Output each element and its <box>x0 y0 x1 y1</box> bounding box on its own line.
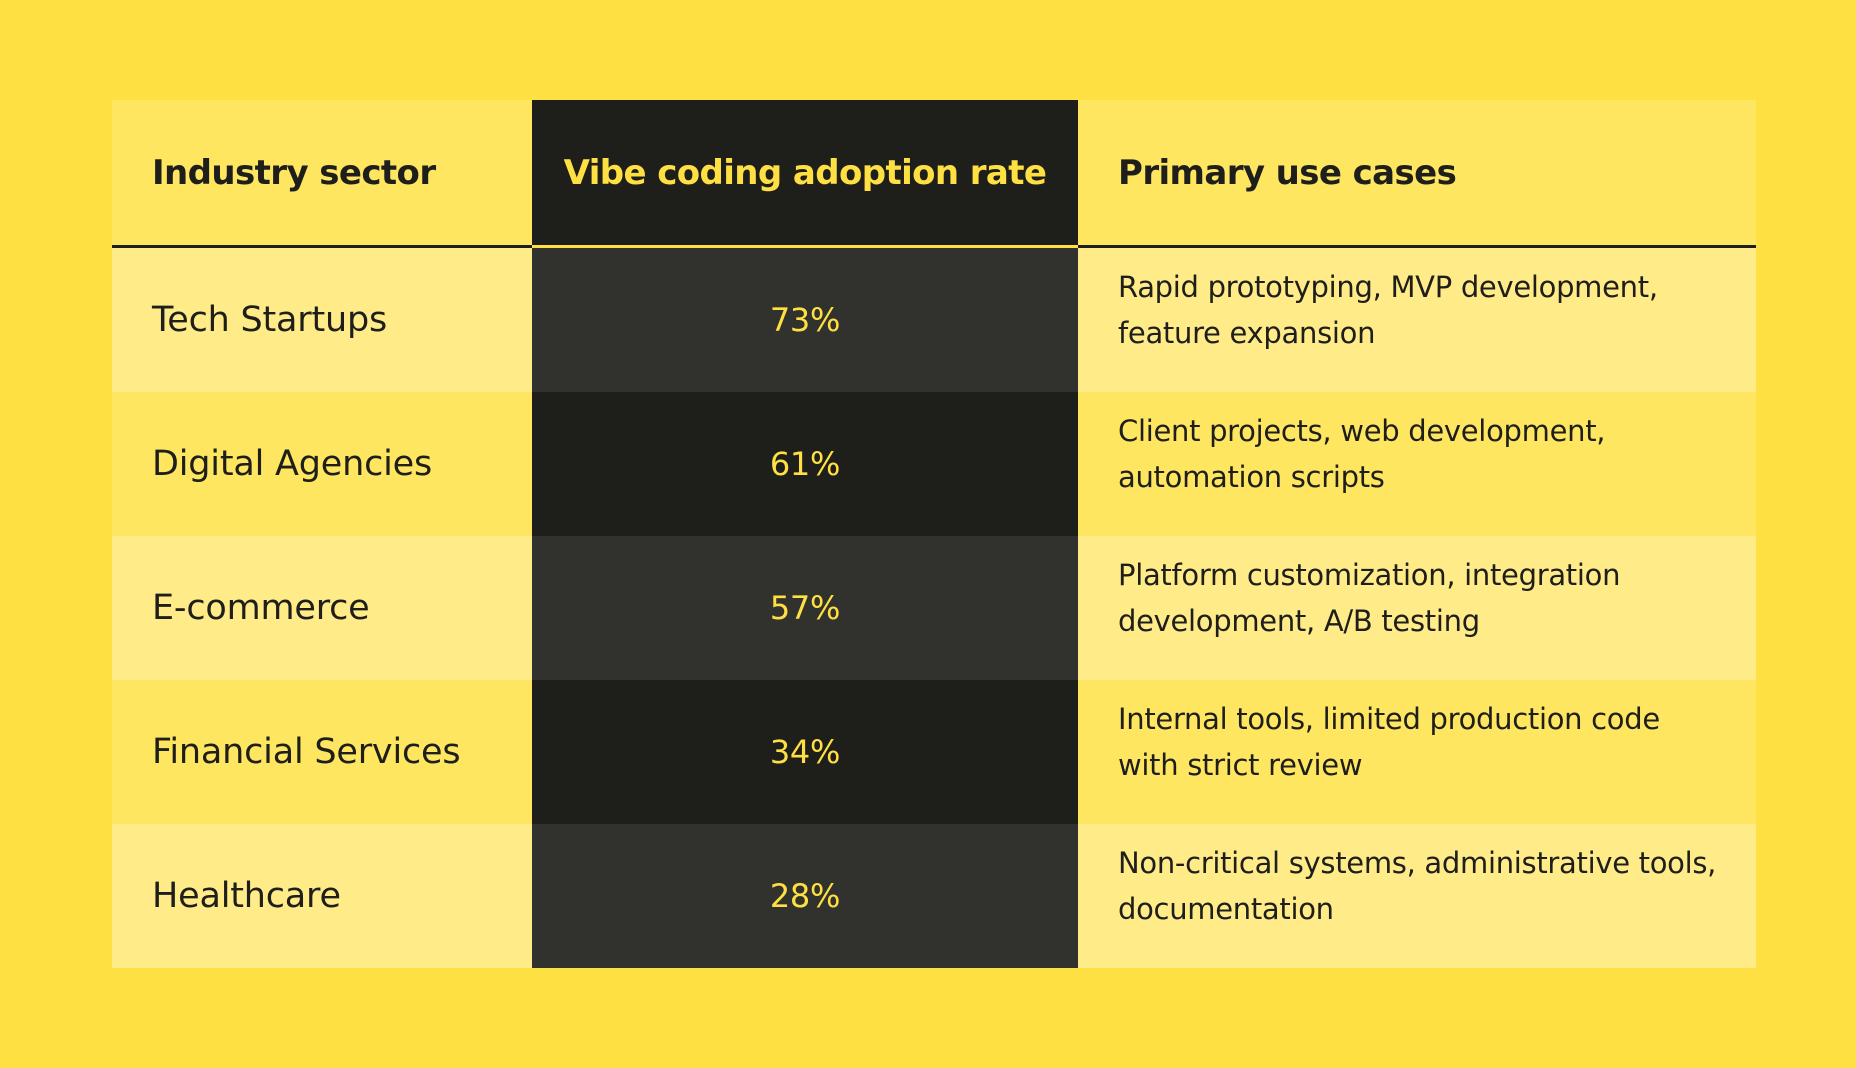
header-adoption-rate: Vibe coding adoption rate <box>532 100 1078 245</box>
use-cases-text: Non-critical systems, administrative too… <box>1118 846 1717 926</box>
table-row-sector: Financial Services <box>112 680 532 824</box>
header-primary-use-cases-label: Primary use cases <box>1118 152 1457 193</box>
adoption-rate-value: 28% <box>769 877 841 915</box>
header-industry-sector: Industry sector <box>112 100 532 245</box>
sector-label: Digital Agencies <box>152 444 433 484</box>
table-row-uses: Rapid prototyping, MVP development, feat… <box>1078 248 1756 392</box>
sector-label: E-commerce <box>152 588 370 628</box>
header-divider-left <box>112 245 532 248</box>
table-row-sector: Digital Agencies <box>112 392 532 536</box>
use-cases-text: Internal tools, limited production code … <box>1118 702 1660 782</box>
adoption-table: Industry sector Vibe coding adoption rat… <box>112 100 1756 968</box>
table-row-uses: Non-critical systems, administrative too… <box>1078 824 1756 968</box>
adoption-rate-value: 57% <box>769 589 841 627</box>
table-row-rate: 61% <box>532 392 1078 536</box>
table-row-sector: Healthcare <box>112 824 532 968</box>
header-primary-use-cases: Primary use cases <box>1078 100 1756 245</box>
table-row-rate: 73% <box>532 248 1078 392</box>
table-row-sector: E-commerce <box>112 536 532 680</box>
table-row-uses: Internal tools, limited production code … <box>1078 680 1756 824</box>
use-cases-text: Client projects, web development, automa… <box>1118 414 1606 494</box>
adoption-rate-value: 73% <box>769 301 841 339</box>
sector-label: Tech Startups <box>152 300 388 340</box>
use-cases-text: Rapid prototyping, MVP development, feat… <box>1118 270 1658 350</box>
sector-label: Healthcare <box>152 876 341 916</box>
table-row-sector: Tech Startups <box>112 248 532 392</box>
table-row-rate: 57% <box>532 536 1078 680</box>
table-row-rate: 34% <box>532 680 1078 824</box>
sector-label: Financial Services <box>152 732 461 772</box>
adoption-rate-value: 61% <box>769 445 841 483</box>
table-row-uses: Client projects, web development, automa… <box>1078 392 1756 536</box>
adoption-rate-value: 34% <box>769 733 841 771</box>
header-divider-right <box>1078 245 1756 248</box>
table-row-rate: 28% <box>532 824 1078 968</box>
header-divider-middle <box>532 245 1078 248</box>
header-adoption-rate-label: Vibe coding adoption rate <box>563 152 1047 193</box>
header-industry-sector-label: Industry sector <box>152 152 436 193</box>
table-row-uses: Platform customization, integration deve… <box>1078 536 1756 680</box>
use-cases-text: Platform customization, integration deve… <box>1118 558 1621 638</box>
